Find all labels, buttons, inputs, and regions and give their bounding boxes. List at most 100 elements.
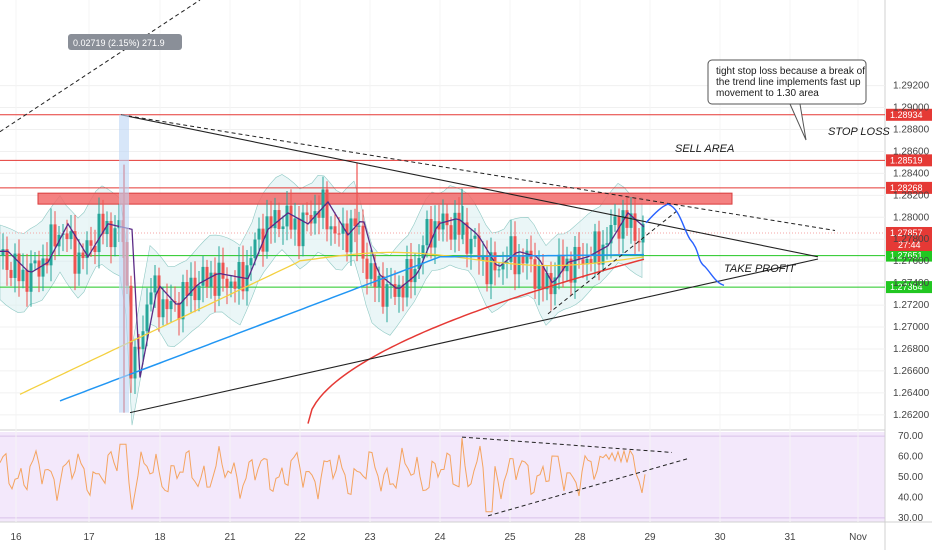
note-box (707, 59, 867, 105)
candle-body (5, 249, 9, 270)
candle-body (41, 258, 45, 277)
candle-body (297, 218, 301, 247)
candle-body (621, 210, 625, 239)
candle-body (341, 223, 345, 234)
price-level-tag-label: 1.27364 (890, 282, 923, 292)
candle-body (273, 210, 277, 229)
candle-body (65, 233, 69, 240)
candle-body (409, 258, 413, 283)
note-line: the trend line implements fast up (716, 77, 861, 88)
price-tick-label: 1.28400 (893, 168, 930, 179)
time-tick-label: 28 (574, 532, 586, 543)
price-level-tag (886, 108, 932, 121)
time-tick-label: 24 (434, 532, 446, 543)
candle-body (541, 265, 545, 290)
trend-drawings[interactable]: 0.02719 (2.15%) 271.9 tight stop loss bec… (0, 0, 867, 414)
candle-body (221, 262, 225, 279)
price-tick-label: 1.28600 (893, 146, 930, 157)
dashed-support-line (547, 208, 681, 315)
price-level-tag-label: 1.28934 (890, 110, 923, 120)
candle-body (269, 216, 273, 229)
candle-body (317, 211, 321, 218)
price-tick-label: 1.28200 (893, 190, 930, 201)
candle-body (225, 278, 229, 288)
candle-body (257, 228, 261, 240)
candle-body (13, 253, 17, 278)
candle-body (49, 224, 53, 266)
sell-area-zone[interactable] (37, 192, 733, 205)
rsi-pane[interactable] (0, 432, 885, 522)
candle-body (289, 205, 293, 230)
price-level-tag-label: 1.27651 (890, 251, 923, 261)
price-tick-label: 1.26200 (893, 410, 930, 421)
take-profit-label: TAKE PROFIT (724, 263, 797, 275)
rsi-tick-label: 50.00 (898, 472, 923, 483)
price-level-tag (886, 249, 932, 262)
price-level-tag-label: 1.28519 (890, 155, 923, 165)
range-annotation-label: 0.02719 (2.15%) 271.9 (73, 38, 165, 48)
candle-body (169, 301, 173, 310)
price-tick-label: 1.26800 (893, 344, 930, 355)
price-tick-label: 1.29200 (893, 81, 930, 92)
candle-body (193, 277, 197, 301)
candle-body (197, 285, 201, 301)
note-line: tight stop loss because a break of (716, 66, 865, 77)
candle-body (449, 225, 453, 240)
candle-body (309, 214, 313, 224)
candle-body (209, 272, 213, 287)
candle-body (493, 252, 497, 271)
price-tick-label: 1.27600 (893, 256, 930, 267)
candle-body (89, 240, 93, 246)
candle-body (561, 254, 565, 272)
candle-body (253, 239, 257, 259)
candle-body (441, 213, 445, 230)
time-tick-label: 22 (294, 532, 306, 543)
candle-body (233, 281, 237, 289)
candle-body (401, 284, 405, 298)
time-tick-label: 31 (784, 532, 796, 543)
candle-body (569, 258, 573, 283)
candle-body (325, 189, 329, 230)
candle-body (549, 273, 553, 295)
rsi-tick-label: 40.00 (898, 492, 923, 503)
candle-body (29, 263, 33, 292)
candle-body (357, 225, 361, 227)
candle-body (113, 228, 117, 248)
candle-body (265, 216, 269, 252)
candle-body (509, 236, 513, 262)
candle-body (217, 262, 221, 296)
projection-path (645, 203, 725, 287)
candle-body (585, 258, 589, 265)
candle-body (17, 253, 21, 282)
candle-body (477, 235, 481, 261)
candle-body (173, 301, 177, 303)
candle-body (537, 265, 541, 289)
measure-range-box (119, 114, 129, 413)
price-tick-label: 1.27000 (893, 322, 930, 333)
candle-body (429, 219, 433, 248)
candle-body (501, 263, 505, 270)
price-tick-label: 1.27400 (893, 278, 930, 289)
candle-body (361, 225, 365, 259)
candle-body (425, 219, 429, 246)
candle-body (461, 222, 465, 235)
rsi-line (0, 438, 646, 513)
annotations: SELL AREA STOP LOSS TAKE PROFIT (675, 126, 890, 275)
time-tick-label: 25 (504, 532, 516, 543)
current-price-tag (886, 226, 932, 251)
candle-body (21, 269, 25, 282)
horizontal-levels[interactable]: 1.28934 1.28519 1.28268 1.27651 1.27364 1.278… (0, 108, 932, 294)
price-tick-label: 1.29000 (893, 103, 930, 114)
dashed-top-line (0, 0, 201, 133)
candle-body (109, 220, 113, 248)
candle-body (353, 218, 357, 227)
ema-line (0, 200, 645, 378)
current-price-countdown: 27:44 (898, 240, 921, 250)
rsi-resistance-line (461, 436, 673, 453)
candle-body (285, 205, 289, 227)
candle-body (553, 277, 557, 295)
candle-body (165, 299, 169, 310)
candle-body (581, 259, 585, 265)
candle-body (305, 212, 309, 215)
